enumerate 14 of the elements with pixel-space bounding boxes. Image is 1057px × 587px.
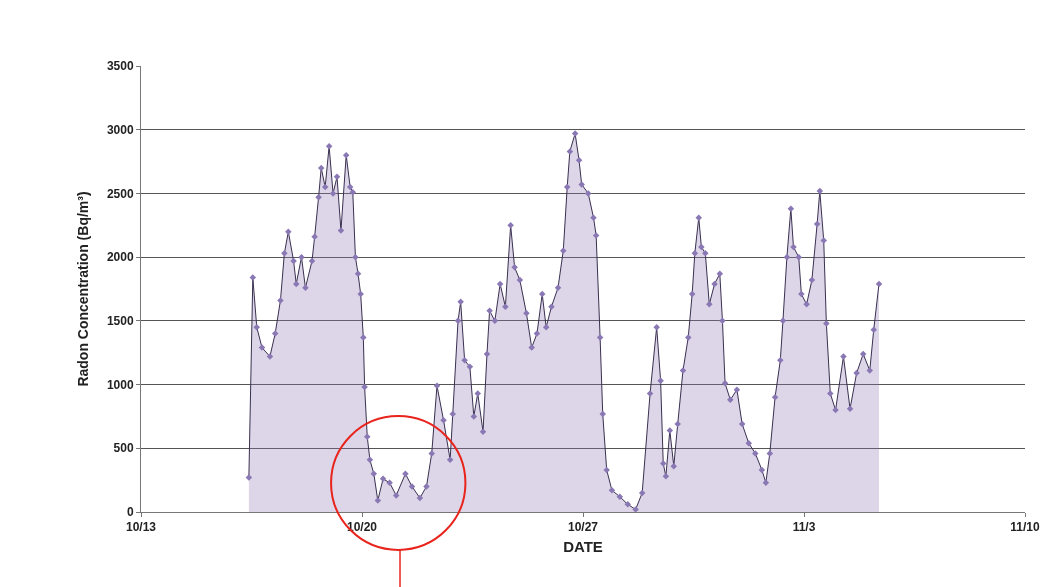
y-tick-label: 0 <box>126 505 134 520</box>
x-tick-label: 11/10 <box>1010 520 1041 535</box>
x-tick-label: 11/3 <box>792 520 816 535</box>
x-tick-label: 10/13 <box>125 520 157 535</box>
y-tick-label: 1000 <box>106 377 134 392</box>
y-tick-label: 2500 <box>106 186 134 201</box>
y-tick-label: 3500 <box>106 59 134 74</box>
y-tick-label: 2000 <box>106 250 134 265</box>
x-tick-label: 10/27 <box>567 520 599 535</box>
x-axis-title: DATE <box>563 538 603 556</box>
y-axis-title: Radon Concentration (Bq/m³) <box>75 191 92 387</box>
y-tick-label: 3000 <box>106 122 134 137</box>
y-tick-label: 500 <box>113 441 134 456</box>
y-tick-label: 1500 <box>106 314 134 329</box>
